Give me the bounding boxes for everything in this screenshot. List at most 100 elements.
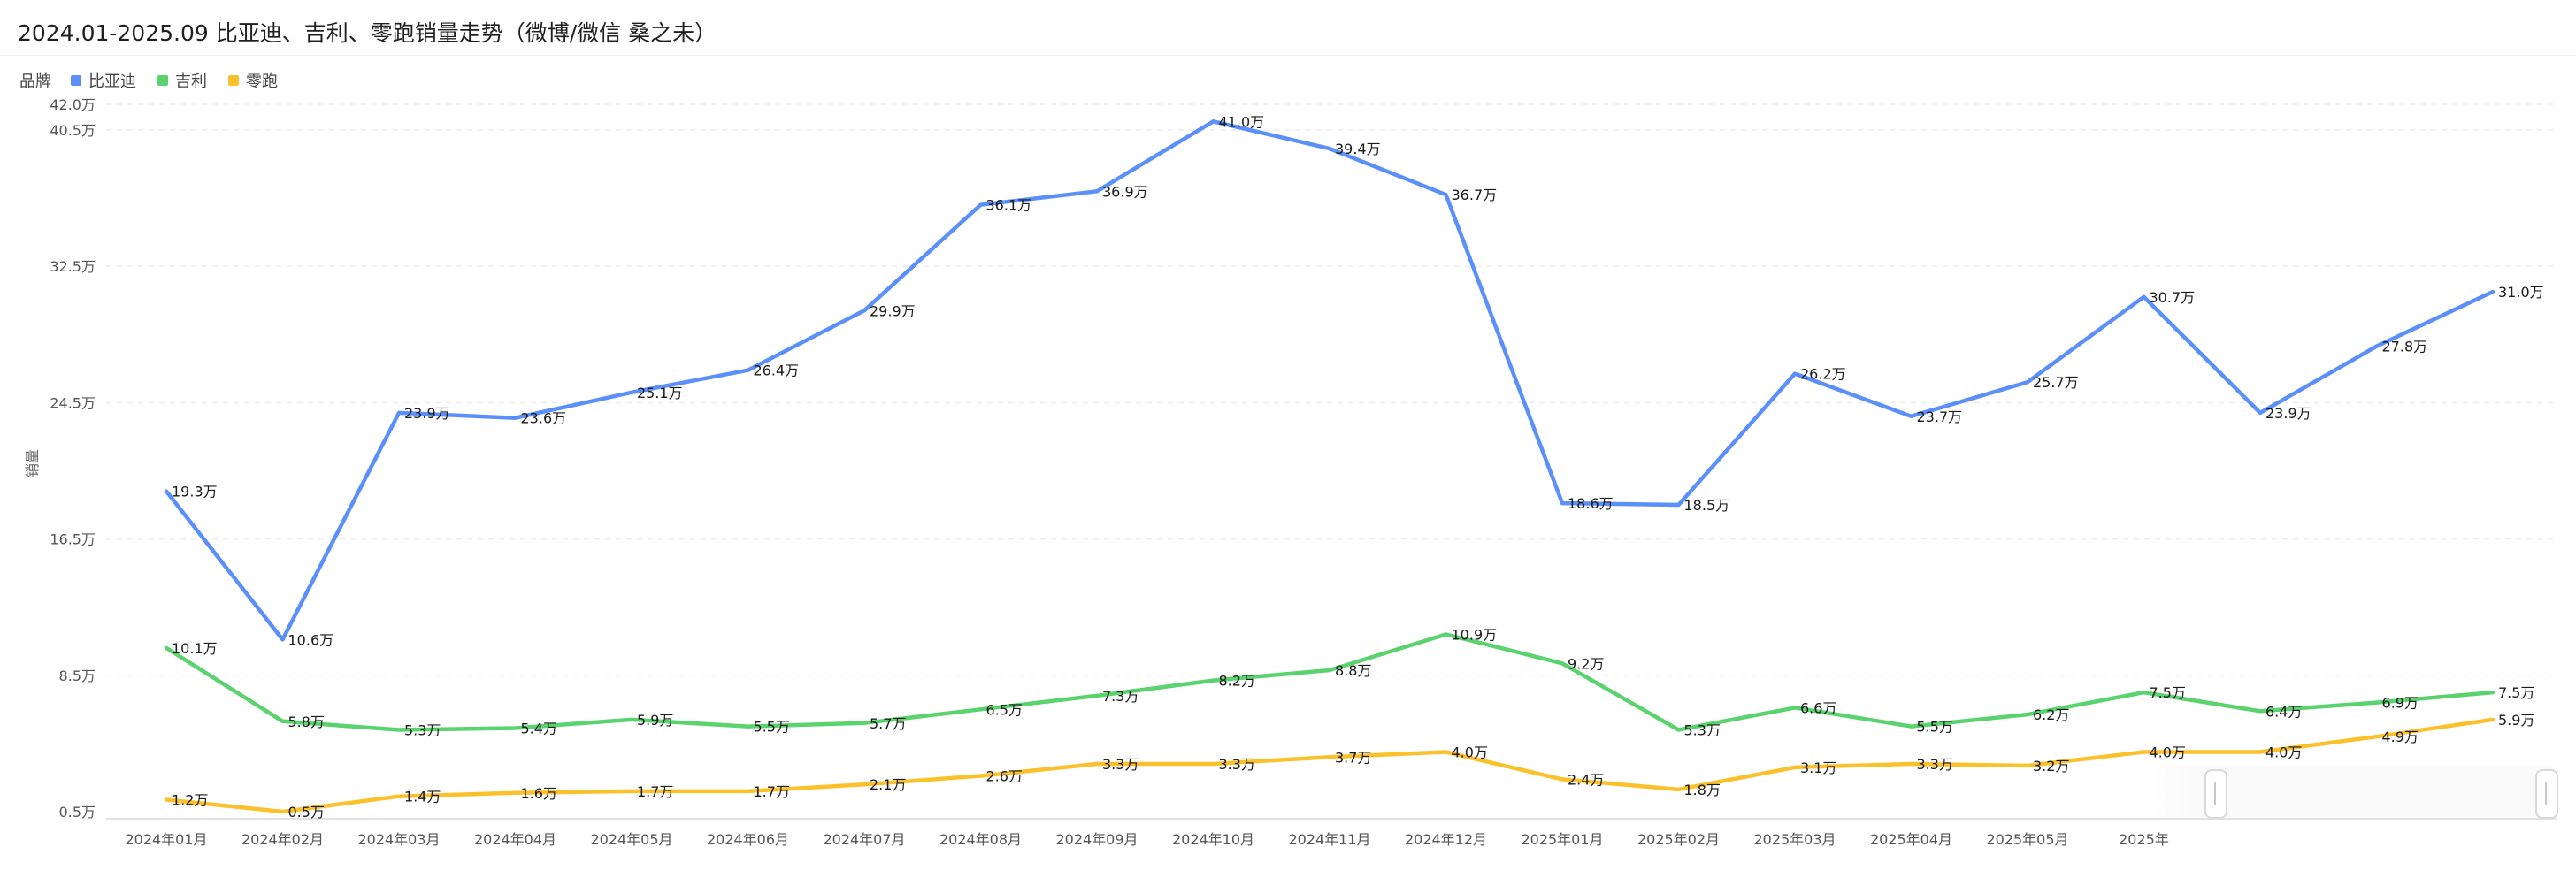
legend-label: 品牌 bbox=[19, 72, 51, 91]
data-label: 2.4万 bbox=[1568, 771, 1604, 788]
y-tick-label: 16.5万 bbox=[50, 531, 96, 548]
data-label: 2.6万 bbox=[986, 768, 1023, 785]
data-label: 23.9万 bbox=[2266, 405, 2312, 422]
data-label: 4.0万 bbox=[2266, 744, 2302, 761]
y-tick-label: 24.5万 bbox=[50, 394, 96, 411]
data-label: 18.5万 bbox=[1684, 497, 1730, 514]
data-label: 1.4万 bbox=[404, 789, 441, 805]
data-label: 3.7万 bbox=[1335, 749, 1371, 766]
data-label: 41.0万 bbox=[1219, 113, 1265, 130]
data-label: 3.1万 bbox=[1800, 759, 1836, 776]
x-tick-label: 2024年10月 bbox=[1172, 831, 1254, 848]
data-label: 8.8万 bbox=[1335, 662, 1371, 679]
y-tick-label: 0.5万 bbox=[59, 804, 96, 820]
legend-text-geely: 吉利 bbox=[175, 72, 207, 91]
data-label: 4.0万 bbox=[2150, 744, 2186, 761]
x-tick-label: 2024年01月 bbox=[125, 831, 207, 848]
x-tick-label: 2025年 bbox=[2119, 831, 2169, 848]
x-tick-label: 2025年04月 bbox=[1870, 831, 1952, 848]
y-tick-label: 40.5万 bbox=[50, 122, 96, 139]
data-label: 5.5万 bbox=[1917, 719, 1953, 736]
scroll-handle-right[interactable] bbox=[2535, 769, 2558, 819]
data-label: 27.8万 bbox=[2382, 339, 2428, 355]
legend-text-byd: 比亚迪 bbox=[88, 72, 136, 91]
legend-swatch-byd bbox=[71, 75, 81, 86]
legend-item-leapmotor[interactable]: 零跑 bbox=[228, 69, 278, 92]
data-label: 23.9万 bbox=[404, 405, 450, 422]
data-label: 0.5万 bbox=[288, 804, 325, 820]
chart-scrollbar[interactable] bbox=[2141, 766, 2557, 817]
data-label: 10.1万 bbox=[172, 640, 218, 657]
data-label: 36.7万 bbox=[1452, 187, 1498, 203]
data-label: 8.2万 bbox=[1219, 673, 1255, 690]
data-label: 5.7万 bbox=[870, 715, 906, 732]
data-label: 7.5万 bbox=[2498, 684, 2534, 701]
data-label: 5.5万 bbox=[754, 719, 790, 736]
y-axis-label: 销量 bbox=[24, 449, 41, 477]
data-label: 39.4万 bbox=[1335, 141, 1381, 157]
data-label: 25.7万 bbox=[2033, 374, 2079, 391]
x-tick-label: 2025年01月 bbox=[1521, 831, 1603, 848]
x-tick-label: 2024年08月 bbox=[939, 831, 1022, 848]
data-label: 5.9万 bbox=[637, 712, 673, 729]
data-label: 1.7万 bbox=[754, 783, 790, 800]
scroll-handle-left[interactable] bbox=[2204, 769, 2227, 819]
x-tick-label: 2024年06月 bbox=[707, 831, 789, 848]
data-label: 9.2万 bbox=[1568, 655, 1604, 672]
data-label: 36.1万 bbox=[986, 197, 1032, 214]
chart-title: 2024.01-2025.09 比亚迪、吉利、零跑销量走势（微博/微信 桑之未） bbox=[18, 20, 717, 46]
data-label: 5.3万 bbox=[1684, 721, 1721, 738]
data-label: 36.9万 bbox=[1102, 183, 1148, 200]
title-divider bbox=[0, 55, 2576, 56]
data-label: 23.6万 bbox=[521, 410, 567, 427]
data-label: 6.5万 bbox=[986, 701, 1023, 718]
legend: 品牌 比亚迪 吉利 零跑 bbox=[19, 69, 299, 92]
x-tick-label: 2024年04月 bbox=[474, 831, 556, 848]
data-label: 26.4万 bbox=[754, 362, 800, 379]
data-label: 10.9万 bbox=[1452, 627, 1498, 644]
data-label: 6.6万 bbox=[1800, 699, 1836, 716]
data-label: 6.2万 bbox=[2033, 706, 2069, 723]
series-line-1 bbox=[164, 632, 2496, 732]
data-label: 3.3万 bbox=[1102, 756, 1138, 773]
x-tick-label: 2024年11月 bbox=[1288, 831, 1370, 848]
legend-item-byd[interactable]: 比亚迪 bbox=[71, 69, 136, 92]
legend-item-geely[interactable]: 吉利 bbox=[157, 69, 207, 92]
data-label: 23.7万 bbox=[1917, 408, 1963, 425]
data-label: 1.2万 bbox=[172, 792, 208, 809]
data-label: 5.9万 bbox=[2498, 712, 2534, 729]
series-line-0 bbox=[164, 119, 2496, 642]
x-tick-label: 2025年03月 bbox=[1753, 831, 1836, 848]
data-label: 5.4万 bbox=[521, 721, 557, 737]
data-label: 30.7万 bbox=[2150, 289, 2196, 306]
y-tick-label: 8.5万 bbox=[59, 668, 96, 684]
data-label: 4.0万 bbox=[1452, 744, 1488, 761]
data-label: 2.1万 bbox=[870, 776, 906, 793]
data-label: 1.8万 bbox=[1684, 782, 1721, 798]
y-tick-label: 42.0万 bbox=[50, 96, 96, 113]
x-tick-label: 2025年02月 bbox=[1637, 831, 1720, 848]
data-label: 18.6万 bbox=[1568, 495, 1614, 512]
legend-swatch-leapmotor bbox=[228, 75, 239, 86]
data-label: 26.2万 bbox=[1800, 366, 1846, 383]
y-tick-label: 32.5万 bbox=[50, 258, 96, 275]
data-label: 19.3万 bbox=[172, 484, 218, 500]
x-tick-label: 2024年02月 bbox=[242, 831, 324, 848]
data-label: 5.3万 bbox=[404, 721, 441, 738]
data-label: 5.8万 bbox=[288, 714, 325, 730]
series-line-2 bbox=[164, 717, 2496, 814]
data-label: 7.5万 bbox=[2150, 684, 2186, 701]
data-label: 6.9万 bbox=[2382, 695, 2419, 712]
data-label: 1.7万 bbox=[637, 783, 673, 800]
legend-text-leapmotor: 零跑 bbox=[246, 72, 278, 91]
data-label: 29.9万 bbox=[870, 302, 916, 319]
x-tick-label: 2024年07月 bbox=[823, 831, 905, 848]
data-label: 4.9万 bbox=[2382, 729, 2419, 745]
legend-swatch-geely bbox=[157, 75, 168, 86]
data-label: 3.3万 bbox=[1917, 756, 1953, 773]
data-label: 3.2万 bbox=[2033, 758, 2069, 775]
x-tick-label: 2024年03月 bbox=[357, 831, 440, 848]
x-tick-label: 2024年09月 bbox=[1055, 831, 1138, 848]
x-tick-label: 2024年05月 bbox=[590, 831, 672, 848]
